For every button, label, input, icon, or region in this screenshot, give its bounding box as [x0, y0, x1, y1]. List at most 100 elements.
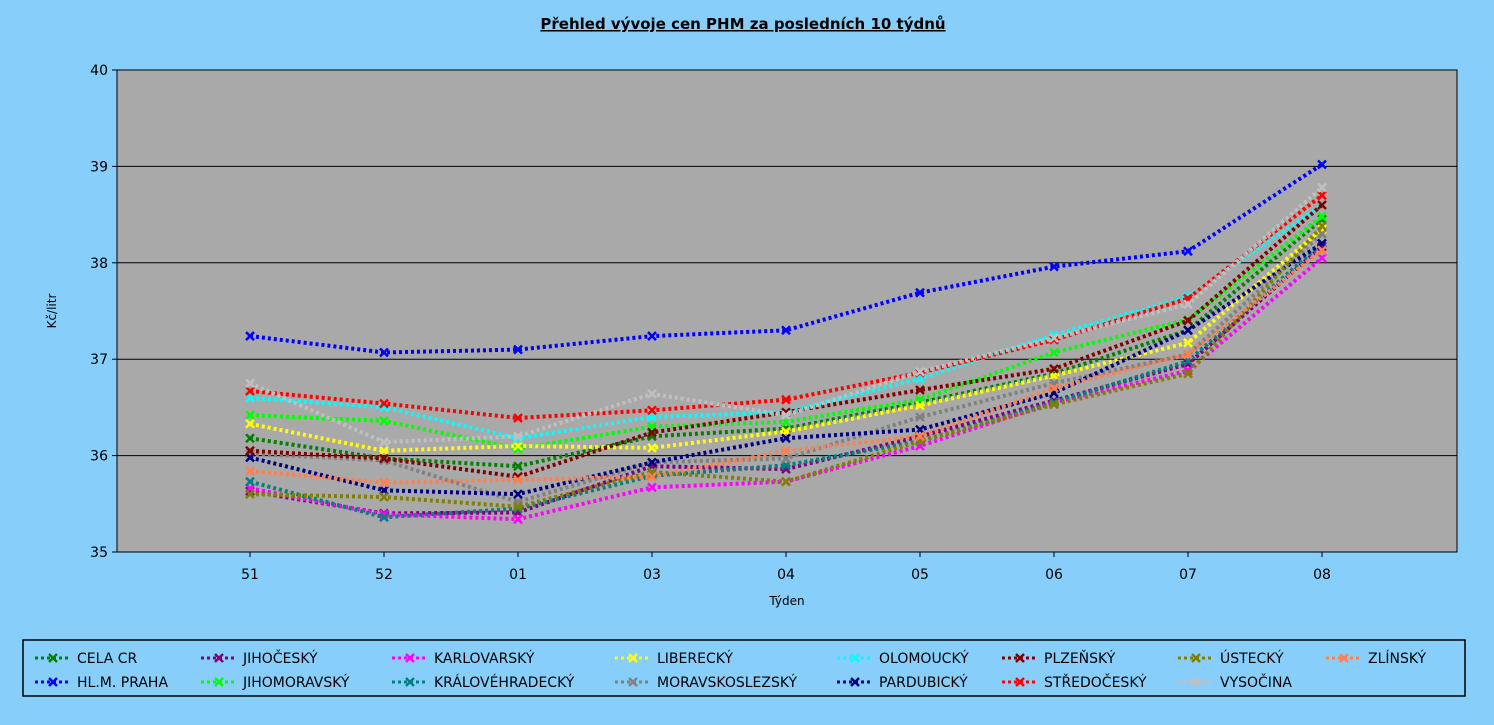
- legend-item: ZLÍNSKÝ: [1326, 650, 1427, 667]
- legend-label: PLZEŇSKÝ: [1044, 650, 1116, 667]
- series-line: [249, 242, 1324, 520]
- data-point: [781, 433, 791, 444]
- legend-item: OLOMOUCKÝ: [837, 650, 969, 667]
- legend-item: VYSOČINA: [1178, 673, 1292, 691]
- y-tick-label: 36: [90, 449, 108, 465]
- data-point: [781, 445, 791, 456]
- data-point: [513, 431, 523, 442]
- chart-title: Přehled vývoje cen PHM za posledních 10 …: [540, 15, 945, 33]
- data-point: [1317, 228, 1327, 239]
- y-axis-label: Kč/litr: [45, 294, 59, 329]
- data-point: [513, 443, 523, 454]
- data-point: [781, 325, 791, 336]
- legend-item: JIHOMORAVSKÝ: [201, 674, 350, 691]
- data-point: [379, 347, 389, 358]
- legend-marker: [1015, 653, 1025, 663]
- series-vyso-ina: [245, 182, 1327, 447]
- y-axis: 35 36 37 38 39 40: [90, 63, 117, 561]
- data-point: [781, 453, 791, 464]
- data-point: [915, 400, 925, 411]
- data-point: [513, 474, 523, 485]
- legend-label: MORAVSKOSLEZSKÝ: [657, 674, 798, 691]
- legend-label: ZLÍNSKÝ: [1368, 650, 1427, 667]
- legend-label: KARLOVARSKÝ: [434, 650, 535, 667]
- data-point: [915, 431, 925, 442]
- data-point: [647, 457, 657, 468]
- data-point: [379, 477, 389, 488]
- data-point: [245, 445, 255, 456]
- legend-item: MORAVSKOSLEZSKÝ: [615, 674, 798, 691]
- series-line: [249, 241, 1324, 497]
- data-point: [245, 386, 255, 396]
- data-point: [513, 501, 523, 512]
- x-axis: 51 52 01 03 04 05 06 07 08: [241, 552, 1331, 583]
- legend-marker: [214, 677, 224, 687]
- data-point: [1183, 325, 1193, 336]
- series-layer: [245, 159, 1327, 525]
- data-point: [245, 378, 255, 389]
- legend-marker: [850, 677, 860, 687]
- legend-marker: [214, 653, 224, 663]
- x-tick-label: 08: [1313, 567, 1331, 583]
- legend-item: KARLOVARSKÝ: [392, 650, 535, 667]
- data-point: [379, 437, 389, 447]
- legend-item: PARDUBICKÝ: [837, 674, 968, 691]
- legend-marker: [1191, 653, 1201, 663]
- data-point: [1049, 333, 1059, 343]
- series-line: [249, 227, 1324, 453]
- data-point: [513, 344, 523, 355]
- data-point: [245, 489, 255, 500]
- data-point: [379, 416, 389, 426]
- data-point: [1049, 347, 1059, 358]
- legend-label: ÚSTECKÝ: [1220, 649, 1284, 667]
- legend-item: ÚSTECKÝ: [1178, 649, 1284, 667]
- legend-marker: [48, 653, 58, 663]
- legend-marker: [405, 677, 415, 687]
- x-tick-label: 52: [375, 567, 393, 583]
- legend-items: CELA CR HL.M. PRAHA JIHOČESKÝ JIHOMORAVSKÝ K…: [35, 649, 1427, 691]
- series-hl-m-praha: [245, 159, 1327, 358]
- data-point: [379, 492, 389, 502]
- y-tick-label: 35: [90, 545, 108, 561]
- data-point: [647, 405, 657, 416]
- legend-item: LIBERECKÝ: [615, 650, 733, 667]
- legend-label: HL.M. PRAHA: [77, 675, 168, 691]
- data-point: [781, 476, 791, 487]
- legend: [22, 639, 1466, 697]
- data-point: [1183, 368, 1193, 379]
- legend-item: CELA CR: [35, 651, 138, 667]
- data-point: [1317, 253, 1327, 263]
- y-tick-label: 38: [90, 256, 108, 272]
- data-point: [647, 389, 657, 399]
- data-point: [1317, 245, 1327, 256]
- data-point: [1317, 211, 1327, 222]
- data-point: [245, 433, 255, 444]
- legend-marker: [850, 653, 860, 663]
- data-point: [245, 466, 255, 476]
- legend-label: JIHOČESKÝ: [242, 649, 318, 667]
- data-point: [245, 410, 255, 420]
- data-point: [781, 410, 791, 420]
- legend-marker: [48, 677, 58, 687]
- legend-label: LIBERECKÝ: [657, 650, 733, 667]
- legend-marker: [1015, 677, 1025, 687]
- x-tick-label: 05: [911, 567, 929, 583]
- y-tick-label: 39: [90, 159, 108, 175]
- legend-label: KRÁLOVÉHRADECKÝ: [434, 674, 575, 691]
- x-tick-label: 07: [1179, 567, 1197, 583]
- legend-label: CELA CR: [77, 651, 138, 667]
- data-point: [1049, 261, 1059, 272]
- data-point: [1183, 315, 1193, 326]
- x-axis-label: Týden: [768, 594, 804, 608]
- data-point: [915, 412, 925, 422]
- x-tick-label: 51: [241, 567, 259, 583]
- data-point: [379, 445, 389, 456]
- data-point: [379, 512, 389, 523]
- data-point: [379, 509, 389, 520]
- legend-marker: [1339, 653, 1349, 663]
- x-tick-label: 01: [509, 567, 527, 583]
- data-point: [781, 394, 791, 405]
- data-point: [647, 443, 657, 453]
- data-point: [1317, 159, 1327, 170]
